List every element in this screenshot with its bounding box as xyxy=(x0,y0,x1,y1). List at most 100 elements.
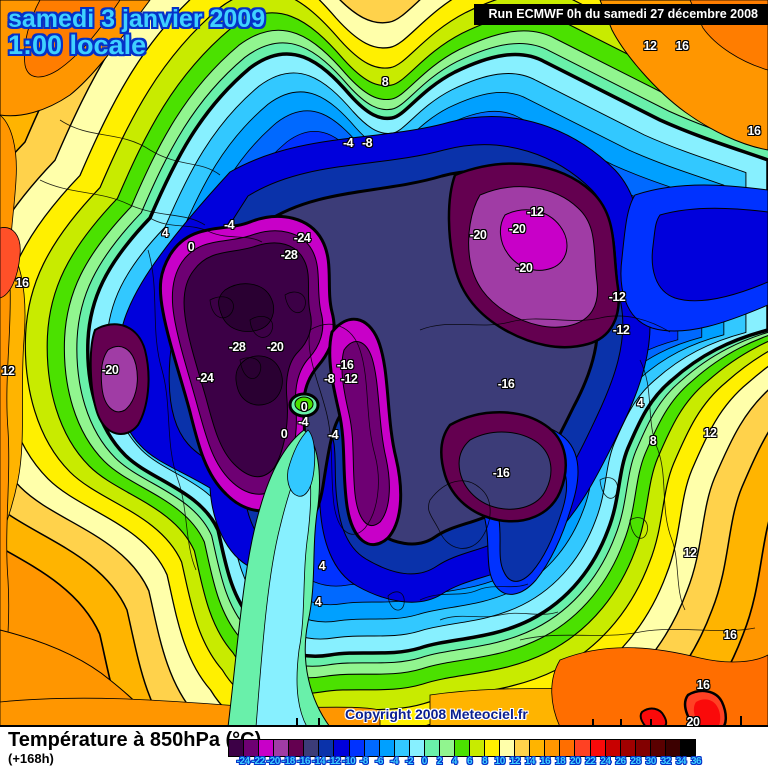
colorbar-tick: -18 xyxy=(281,756,295,767)
map-temp-label: -12 xyxy=(612,323,630,337)
map-temp-label: -8 xyxy=(323,372,335,386)
map-temp-label: 0 xyxy=(300,400,308,414)
map-temp-label: -20 xyxy=(101,363,119,377)
map-temp-label: -24 xyxy=(293,231,311,245)
colorbar-ticks: -24 -22 -20 -18 -16 -14 -12 -10 -8 -6 -4 -2 0 2 4 6 8 10 1… xyxy=(228,756,702,768)
map-temp-label: 16 xyxy=(696,678,710,692)
colorbar-tick: 18 xyxy=(555,756,566,767)
colorbar-tick: -10 xyxy=(342,756,356,767)
coastlines xyxy=(39,119,756,641)
colorbar-tick: 24 xyxy=(600,756,611,767)
colorbar-tick: 6 xyxy=(467,756,473,767)
map-temp-label: 8 xyxy=(381,75,389,89)
map-temp-label: -16 xyxy=(336,358,354,372)
colorbar-tick: 30 xyxy=(645,756,657,767)
colorbar-cell xyxy=(318,739,335,757)
map-temp-label: -12 xyxy=(526,205,544,219)
map-temp-label: 4 xyxy=(318,559,326,573)
map-temp-label: 16 xyxy=(723,628,737,642)
colorbar-tick: -8 xyxy=(359,756,368,767)
colorbar-cell xyxy=(258,739,275,757)
colorbar-tick: 2 xyxy=(436,756,443,767)
map-temp-label: -16 xyxy=(492,466,510,480)
colorbar-tick: 14 xyxy=(524,756,536,767)
colorbar-cell xyxy=(303,739,320,757)
colorbar-cell xyxy=(499,739,516,757)
colorbar-cell xyxy=(529,739,546,757)
colorbar-tick: 0 xyxy=(421,756,428,767)
map-temp-label: 16 xyxy=(675,39,689,53)
colorbar-cell xyxy=(664,739,681,757)
colorbar-cell xyxy=(333,739,350,757)
colorbar-cell xyxy=(544,739,561,757)
colorbar-cell xyxy=(484,739,501,757)
colorbar-tick: -4 xyxy=(390,756,399,767)
colorbar-cell xyxy=(514,739,531,757)
colorbar-cell xyxy=(408,739,425,757)
colorbar-cell xyxy=(363,739,380,757)
colorbar-cell xyxy=(679,739,696,757)
colorbar-tick: 32 xyxy=(660,756,672,767)
map-temp-label: 0 xyxy=(187,240,195,254)
colorbar-cell xyxy=(453,739,470,757)
colorbar xyxy=(228,739,696,757)
colorbar-cell xyxy=(243,739,260,757)
colorbar-tick: -22 xyxy=(251,756,265,767)
colorbar-tick: 28 xyxy=(630,756,642,767)
map-temp-label: -4 xyxy=(223,218,235,232)
colorbar-tick: -12 xyxy=(327,756,341,767)
map-temp-label: -12 xyxy=(608,290,626,304)
map-temp-label: -4 xyxy=(342,136,354,150)
map-temp-label: 12 xyxy=(643,39,657,53)
map-temp-label: -20 xyxy=(266,340,284,354)
colorbar-cell xyxy=(649,739,666,757)
colorbar-tick: -24 xyxy=(236,756,250,767)
map-temp-label: -4 xyxy=(327,428,339,442)
colorbar-tick: 4 xyxy=(451,756,458,767)
map-area: 8 -4 -8 12 16 16 16 12 4 0 -4 -24 -28 -12 -20 -20 -20 -28… xyxy=(0,0,768,727)
colorbar-cell xyxy=(348,739,365,757)
colorbar-cell xyxy=(438,739,455,757)
map-temp-label: 12 xyxy=(1,364,15,378)
legend-bar: Température à 850hPa (°C) (+168h) -24 -22… xyxy=(0,727,768,768)
map-temp-label: 4 xyxy=(161,226,169,240)
map-temp-label: -24 xyxy=(196,371,214,385)
map-temp-label: 12 xyxy=(703,426,717,440)
date-heading: samedi 3 janvier 2009 xyxy=(8,5,266,33)
colorbar-tick: -16 xyxy=(296,756,310,767)
colorbar-cell xyxy=(469,739,486,757)
map-temp-label: -20 xyxy=(508,222,526,236)
map-temp-label: 4 xyxy=(636,396,644,410)
copyright-label: Copyright 2008 Meteociel.fr xyxy=(345,706,528,722)
colorbar-cell xyxy=(634,739,651,757)
colorbar-tick: 34 xyxy=(675,756,687,767)
colorbar-cell xyxy=(378,739,395,757)
colorbar-cell xyxy=(619,739,636,757)
map-frame xyxy=(0,716,768,727)
colorbar-tick: 10 xyxy=(494,756,506,767)
map-temp-label: -28 xyxy=(280,248,298,262)
colorbar-tick: -20 xyxy=(266,756,280,767)
map-temp-label: -20 xyxy=(515,261,533,275)
map-temp-label: -20 xyxy=(469,228,487,242)
map-temp-label: 16 xyxy=(747,124,761,138)
map-temp-label: -28 xyxy=(228,340,246,354)
temperature-map xyxy=(0,0,768,727)
colorbar-cell xyxy=(273,739,290,757)
map-temp-label: -4 xyxy=(297,415,309,429)
colorbar-tick: 16 xyxy=(539,756,551,767)
colorbar-tick: 8 xyxy=(482,756,488,767)
colorbar-tick: 20 xyxy=(570,756,581,767)
forecast-hour-label: (+168h) xyxy=(8,751,54,766)
colorbar-cell xyxy=(393,739,410,757)
colorbar-tick: -14 xyxy=(312,756,326,767)
colorbar-tick: -2 xyxy=(405,756,414,767)
colorbar-tick: -6 xyxy=(375,756,383,767)
map-temp-label: 12 xyxy=(683,546,697,560)
colorbar-tick: 12 xyxy=(509,756,521,767)
local-time-heading: 1:00 locale xyxy=(8,30,147,60)
map-temp-label: -8 xyxy=(361,136,373,150)
colorbar-cell xyxy=(559,739,576,757)
map-temp-label: -12 xyxy=(340,372,358,386)
